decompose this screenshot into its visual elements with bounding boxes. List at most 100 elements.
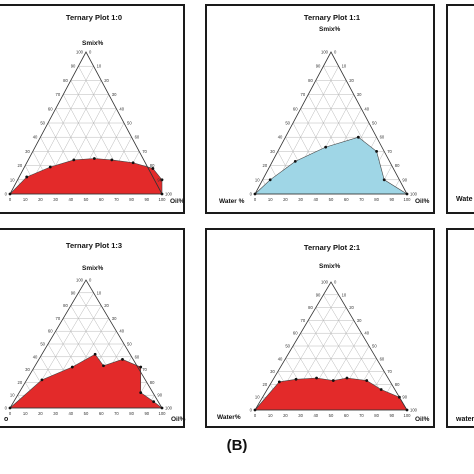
smix-tick-label: 60 xyxy=(293,331,298,336)
smix-tick-label: 100 xyxy=(321,280,329,285)
smix-tick-label: 10 xyxy=(255,395,260,400)
water-tick-label: 50 xyxy=(127,121,132,126)
smix-tick-label: 50 xyxy=(285,121,290,126)
data-point xyxy=(121,357,124,361)
chart-title: Ternary Plot 2:1 xyxy=(303,243,361,252)
oil-tick-label: 100 xyxy=(159,197,167,202)
oil-tick-label: 0 xyxy=(254,197,257,202)
water-tick-label: 100 xyxy=(165,406,173,411)
water-tick-label: 0 xyxy=(334,50,337,55)
data-point xyxy=(93,352,97,356)
chart-title: Ternary Plot 1:3 xyxy=(65,241,123,250)
smix-tick-label: 30 xyxy=(25,367,30,372)
ternary-panel-1-0: 0 0 100 10 10 90 20 20 80 30 30 70 40 40 60 50 50 50 60 60 4… xyxy=(0,4,185,214)
data-point xyxy=(294,377,298,381)
data-point xyxy=(40,378,44,382)
smix-tick-label: 100 xyxy=(76,50,84,55)
smix-tick-label: 70 xyxy=(301,318,306,323)
smix-tick-label: 10 xyxy=(255,177,260,182)
water-tick-label: 60 xyxy=(135,135,140,140)
oil-tick-label: 70 xyxy=(114,411,119,416)
smix-tick-label: 10 xyxy=(10,393,15,398)
data-point xyxy=(324,145,328,149)
data-point xyxy=(356,135,360,139)
water-tick-label: 100 xyxy=(410,192,418,197)
oil-tick-label: 30 xyxy=(298,413,303,418)
oil-tick-label: 40 xyxy=(313,197,318,202)
smix-tick-label: 0 xyxy=(250,408,253,413)
oil-tick-label: 80 xyxy=(374,413,379,418)
oil-tick-label: 0 xyxy=(9,197,12,202)
water-tick-label: 20 xyxy=(104,303,109,308)
chart-title: Ternary Plot 1:1 xyxy=(303,13,361,22)
oil-tick-label: 70 xyxy=(359,197,364,202)
smix-tick-label: 30 xyxy=(25,149,30,154)
smix-tick-label: 0 xyxy=(250,192,253,197)
phase-region xyxy=(9,158,163,195)
oil-tick-label: 10 xyxy=(23,197,28,202)
oil-tick-label: 100 xyxy=(159,411,167,416)
oil-tick-label: 60 xyxy=(99,411,104,416)
water-tick-label: 40 xyxy=(364,331,369,336)
smix-tick-label: 70 xyxy=(301,92,306,97)
oil-tick-label: 40 xyxy=(68,197,73,202)
oil-tick-label: 60 xyxy=(344,197,349,202)
smix-tick-label: 90 xyxy=(316,64,321,69)
water-tick-label: 60 xyxy=(135,354,140,359)
oil-tick-label: 0 xyxy=(254,413,257,418)
smix-tick-label: 50 xyxy=(40,121,45,126)
data-point xyxy=(405,192,409,196)
oil-tick-label: 90 xyxy=(144,197,149,202)
data-point xyxy=(315,376,318,380)
triangle-frame xyxy=(9,279,163,409)
water-tick-label: 80 xyxy=(395,382,400,387)
oil-tick-label: 60 xyxy=(344,413,349,418)
water-tick-label: 80 xyxy=(150,163,155,168)
smix-tick-label: 0 xyxy=(5,406,8,411)
smix-tick-label: 50 xyxy=(285,344,290,349)
water-axis-label: Water % xyxy=(219,198,245,205)
data-point xyxy=(25,175,29,179)
smix-tick-label: 40 xyxy=(278,135,283,140)
phase-region xyxy=(254,377,408,411)
data-point xyxy=(72,158,76,162)
smix-tick-label: 80 xyxy=(308,305,313,310)
data-point xyxy=(331,379,335,382)
triangle-frame xyxy=(254,281,408,411)
oil-tick-label: 70 xyxy=(359,413,364,418)
water-tick-label: 60 xyxy=(380,356,385,361)
smix-tick-label: 90 xyxy=(71,64,76,69)
oil-tick-label: 0 xyxy=(9,411,12,416)
water-tick-label: 70 xyxy=(142,367,147,372)
water-tick-label: 10 xyxy=(97,290,102,295)
smix-tick-label: 70 xyxy=(56,316,61,321)
data-point xyxy=(379,388,383,391)
data-point xyxy=(110,158,114,162)
water-tick-label: 30 xyxy=(357,318,362,323)
water-axis-label: Water% xyxy=(217,414,241,421)
oil-tick-label: 30 xyxy=(298,197,303,202)
cropped-panel-bottom-right: water xyxy=(446,228,474,428)
oil-tick-label: 80 xyxy=(129,411,134,416)
ternary-panel-1-1: 0 0 100 10 10 90 20 20 80 30 30 70 40 40 60 50 50 50 60 60 4… xyxy=(205,4,435,214)
data-point xyxy=(345,376,349,380)
data-point xyxy=(139,391,143,395)
oil-tick-label: 30 xyxy=(53,411,58,416)
water-tick-label: 20 xyxy=(349,78,354,83)
data-point xyxy=(152,400,156,403)
data-point xyxy=(405,408,409,412)
data-point xyxy=(253,192,257,196)
oil-tick-label: 30 xyxy=(53,197,58,202)
water-tick-label: 70 xyxy=(387,369,392,374)
oil-axis-label: Oil% xyxy=(415,416,430,423)
smix-tick-label: 20 xyxy=(263,163,268,168)
oil-tick-label: 20 xyxy=(38,197,43,202)
water-tick-label: 90 xyxy=(157,177,162,182)
smix-tick-label: 10 xyxy=(10,177,15,182)
smix-tick-label: 30 xyxy=(270,369,275,374)
smix-tick-label: 80 xyxy=(63,78,68,83)
oil-tick-label: 40 xyxy=(313,413,318,418)
